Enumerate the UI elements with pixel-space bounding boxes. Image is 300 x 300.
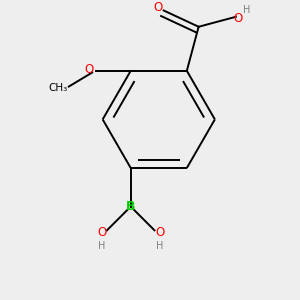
Text: H: H bbox=[98, 241, 105, 251]
Text: O: O bbox=[84, 62, 93, 76]
Text: H: H bbox=[243, 5, 250, 15]
Text: H: H bbox=[156, 241, 164, 251]
Text: O: O bbox=[153, 1, 162, 14]
Text: O: O bbox=[155, 226, 164, 238]
Text: B: B bbox=[126, 200, 136, 213]
Text: CH₃: CH₃ bbox=[49, 83, 68, 93]
Text: O: O bbox=[233, 12, 242, 25]
Text: O: O bbox=[97, 226, 106, 238]
